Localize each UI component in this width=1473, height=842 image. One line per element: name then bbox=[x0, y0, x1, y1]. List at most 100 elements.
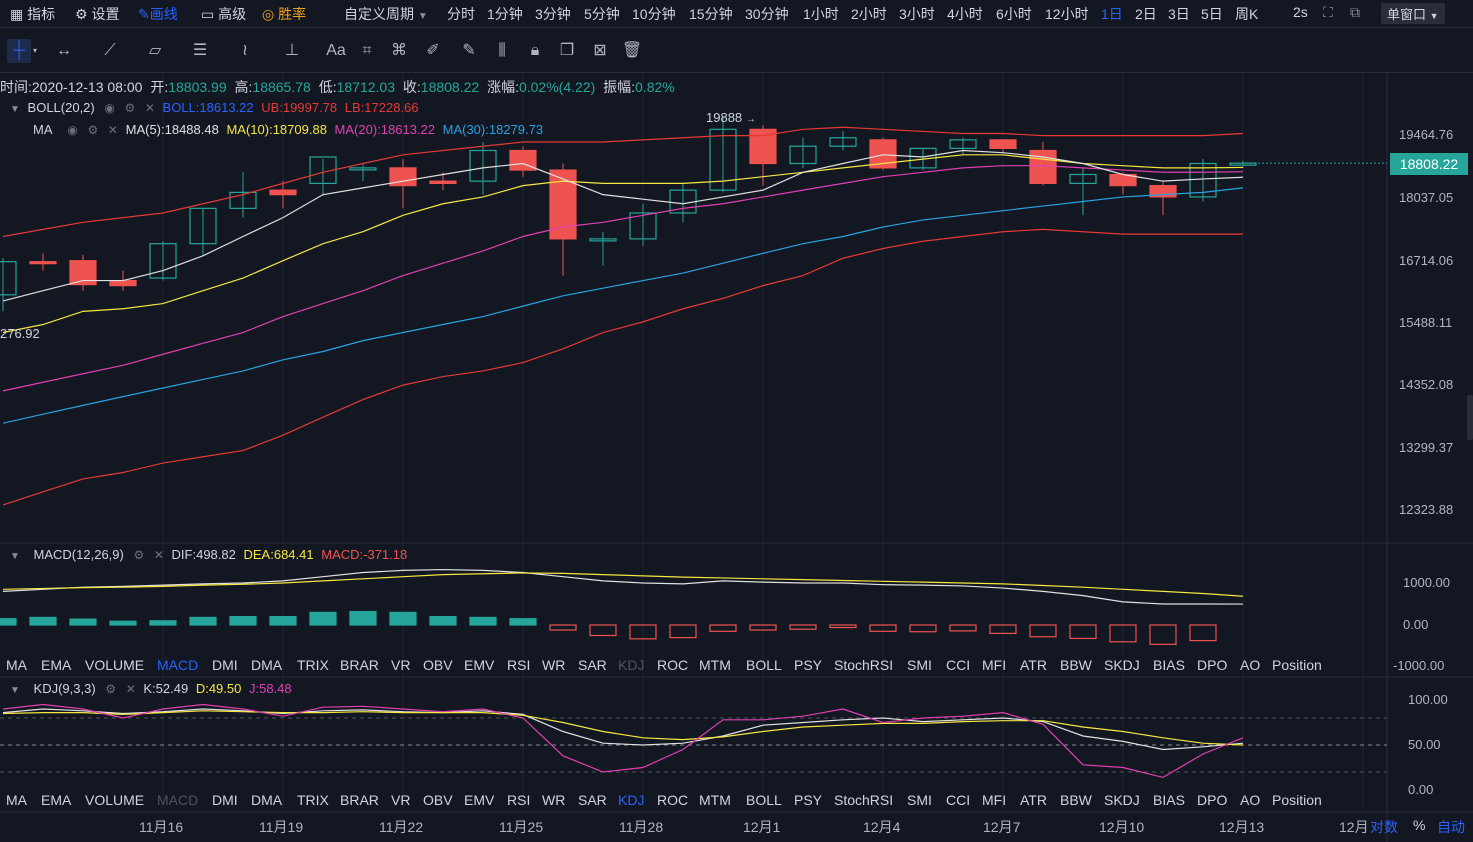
draw-button[interactable]: ✎画线 bbox=[138, 6, 178, 22]
period-8[interactable]: 2小时 bbox=[851, 6, 887, 22]
indicator-tab-dma[interactable]: DMA bbox=[251, 657, 283, 673]
collapse-icon[interactable]: ▼ bbox=[10, 685, 20, 696]
period-16[interactable]: 5日 bbox=[1201, 6, 1223, 22]
indicator-tab-skdj[interactable]: SKDJ bbox=[1104, 657, 1140, 673]
measure-icon[interactable]: ⊥ bbox=[285, 42, 299, 59]
indicator-tab-vr[interactable]: VR bbox=[391, 657, 411, 673]
indicator-tab-wr[interactable]: WR bbox=[542, 657, 566, 673]
indicator-tab-ao[interactable]: AO bbox=[1240, 792, 1261, 808]
indicator-tab-obv[interactable]: OBV bbox=[423, 792, 453, 808]
indicator-tab-position[interactable]: Position bbox=[1272, 657, 1322, 673]
indicator-tab-bias[interactable]: BIAS bbox=[1153, 792, 1185, 808]
fullscreen-icon[interactable]: ⛶ bbox=[1323, 4, 1333, 20]
indicator-tab-roc[interactable]: ROC bbox=[657, 657, 689, 673]
indicator-tab-sar[interactable]: SAR bbox=[578, 792, 607, 808]
indicator-tab-rsi[interactable]: RSI bbox=[507, 792, 531, 808]
trash-icon[interactable]: 🗑︎ bbox=[621, 42, 643, 59]
period-1[interactable]: 1分钟 bbox=[487, 6, 523, 22]
trend-line-icon[interactable]: ⟋ bbox=[104, 42, 116, 59]
indicator-tab-macd[interactable]: MACD bbox=[157, 792, 199, 808]
close-icon[interactable]: ✕ bbox=[125, 682, 136, 696]
visibility-icon[interactable]: ⊠ bbox=[593, 42, 607, 59]
pattern-icon[interactable]: ⌗ bbox=[362, 42, 372, 59]
period-12[interactable]: 12小时 bbox=[1045, 6, 1089, 22]
indicator-tab-mfi[interactable]: MFI bbox=[982, 657, 1007, 673]
indicator-tab-brar[interactable]: BRAR bbox=[340, 657, 379, 673]
period-10[interactable]: 4小时 bbox=[947, 6, 983, 22]
horizontal-line-icon[interactable]: ↔ bbox=[56, 42, 72, 59]
indicator-tab-dma[interactable]: DMA bbox=[251, 792, 283, 808]
indicator-tab-vr[interactable]: VR bbox=[391, 792, 411, 808]
collapse-icon[interactable]: ▼ bbox=[10, 551, 20, 562]
indicator-tab-emv[interactable]: EMV bbox=[464, 657, 495, 673]
period-6[interactable]: 30分钟 bbox=[745, 6, 789, 22]
indicator-tab-stochrsi[interactable]: StochRSI bbox=[834, 657, 894, 673]
settings-button[interactable]: ⚙ 设置 bbox=[75, 6, 120, 22]
winrate-button[interactable]: ◎ 胜率 bbox=[262, 6, 307, 22]
indicator-button[interactable]: ▦ 指标 bbox=[10, 6, 56, 22]
period-17[interactable]: 周K bbox=[1235, 6, 1259, 22]
indicator-tab-macd[interactable]: MACD bbox=[157, 657, 199, 673]
indicator-tab-bias[interactable]: BIAS bbox=[1153, 657, 1185, 673]
boll-name[interactable]: BOLL(20,2) bbox=[27, 100, 95, 115]
magnet-icon[interactable]: ⫼ bbox=[498, 42, 506, 59]
indicator-tab-kdj[interactable]: KDJ bbox=[618, 792, 645, 808]
indicator-tab-ema[interactable]: EMA bbox=[41, 792, 72, 808]
period-0[interactable]: 分时 bbox=[447, 6, 475, 22]
custom-period-dropdown[interactable]: 自定义周期 ▼ bbox=[344, 6, 428, 22]
period-4[interactable]: 10分钟 bbox=[632, 6, 676, 22]
indicator-tab-dmi[interactable]: DMI bbox=[212, 657, 238, 673]
indicator-tab-trix[interactable]: TRIX bbox=[297, 657, 329, 673]
collapse-icon[interactable]: ▼ bbox=[10, 104, 20, 115]
gear-icon[interactable]: ⚙ bbox=[124, 101, 136, 115]
indicator-tab-ao[interactable]: AO bbox=[1240, 657, 1261, 673]
indicator-tab-brar[interactable]: BRAR bbox=[340, 792, 379, 808]
macd-name[interactable]: MACD(12,26,9) bbox=[33, 547, 124, 562]
layers-icon[interactable]: ❐ bbox=[559, 42, 575, 59]
indicator-tab-dmi[interactable]: DMI bbox=[212, 792, 238, 808]
wave-icon[interactable]: ≀ bbox=[242, 42, 248, 59]
period-7[interactable]: 1小时 bbox=[803, 6, 839, 22]
gear-icon[interactable]: ⚙ bbox=[133, 548, 145, 562]
indicator-tab-bbw[interactable]: BBW bbox=[1060, 792, 1092, 808]
period-5[interactable]: 15分钟 bbox=[689, 6, 733, 22]
indicator-tab-dpo[interactable]: DPO bbox=[1197, 792, 1228, 808]
ruler-icon[interactable]: ✐ bbox=[426, 42, 440, 59]
period-3[interactable]: 5分钟 bbox=[584, 6, 620, 22]
indicator-tab-trix[interactable]: TRIX bbox=[297, 792, 329, 808]
gear-icon[interactable]: ⚙ bbox=[87, 123, 99, 137]
indicator-tab-ma[interactable]: MA bbox=[6, 657, 27, 673]
indicator-tab-kdj[interactable]: KDJ bbox=[618, 657, 645, 673]
rectangle-icon[interactable]: ▱ bbox=[148, 42, 162, 59]
close-icon[interactable]: ✕ bbox=[153, 548, 164, 562]
indicator-tab-psy[interactable]: PSY bbox=[794, 657, 823, 673]
advanced-button[interactable]: ▭ 高级 bbox=[201, 6, 247, 22]
close-icon[interactable]: ✕ bbox=[107, 123, 118, 137]
indicator-tab-psy[interactable]: PSY bbox=[794, 792, 823, 808]
text-icon[interactable]: Aa bbox=[326, 42, 346, 59]
auto-scale-toggle[interactable]: 自动 bbox=[1437, 819, 1465, 835]
window-mode-dropdown[interactable]: 单窗口 ▼ bbox=[1381, 3, 1445, 24]
lock-icon[interactable]: 🔒︎ bbox=[530, 42, 540, 59]
eye-icon[interactable]: ◉ bbox=[104, 101, 115, 115]
eye-icon[interactable]: ◉ bbox=[67, 123, 78, 137]
period-9[interactable]: 3小时 bbox=[899, 6, 935, 22]
period-2[interactable]: 3分钟 bbox=[535, 6, 571, 22]
caret-down-icon[interactable]: ▾ bbox=[32, 46, 37, 55]
indicator-tab-position[interactable]: Position bbox=[1272, 792, 1322, 808]
indicator-tab-dpo[interactable]: DPO bbox=[1197, 657, 1228, 673]
close-icon[interactable]: ✕ bbox=[144, 101, 155, 115]
indicator-tab-obv[interactable]: OBV bbox=[423, 657, 453, 673]
period-15[interactable]: 3日 bbox=[1168, 6, 1190, 22]
indicator-tab-smi[interactable]: SMI bbox=[907, 657, 932, 673]
indicator-tab-skdj[interactable]: SKDJ bbox=[1104, 792, 1140, 808]
edit-icon[interactable]: ✎ bbox=[462, 42, 476, 59]
indicator-tab-cci[interactable]: CCI bbox=[946, 657, 971, 673]
popout-icon[interactable]: ⧉ bbox=[1350, 4, 1360, 20]
indicator-tab-stochrsi[interactable]: StochRSI bbox=[834, 792, 894, 808]
indicator-tab-boll[interactable]: BOLL bbox=[746, 657, 782, 673]
parallel-lines-icon[interactable]: ☰ bbox=[192, 42, 208, 59]
indicator-tab-wr[interactable]: WR bbox=[542, 792, 566, 808]
indicator-tab-mtm[interactable]: MTM bbox=[699, 792, 731, 808]
